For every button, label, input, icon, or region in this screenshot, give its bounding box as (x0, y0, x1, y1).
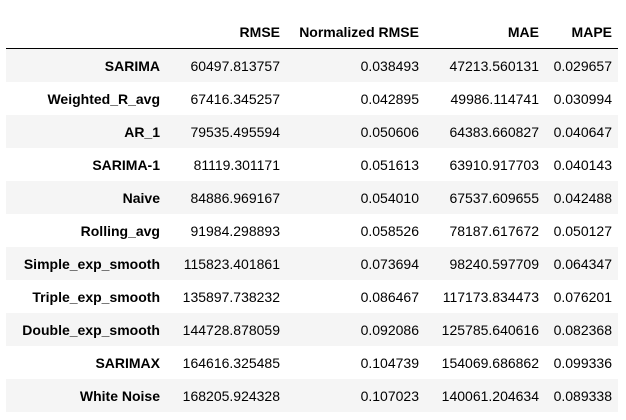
cell-normalized-rmse: 0.051613 (360, 156, 419, 173)
table-row: SARIMAX 164616.325485 0.104739 154069.68… (6, 346, 618, 379)
cell-mae: 49986.114741 (450, 90, 540, 107)
cell-normalized-rmse: 0.073694 (360, 255, 419, 272)
cell-normalized-rmse: 0.086467 (360, 288, 419, 305)
table-row: SARIMA 60497.813757 0.038493 47213.56013… (6, 48, 618, 82)
cell-rmse: 60497.813757 (190, 57, 280, 74)
cell-rmse: 164616.325485 (182, 354, 280, 371)
cell-rmse: 168205.924328 (182, 387, 280, 404)
cell-mae: 78187.617672 (449, 222, 539, 239)
table-body: SARIMA 60497.813757 0.038493 47213.56013… (6, 48, 618, 412)
header-mae: MAE (425, 15, 545, 49)
cell-rmse: 81119.301171 (193, 156, 280, 173)
cell-mae: 154069.686862 (441, 354, 539, 371)
cell-normalized-rmse: 0.038493 (360, 57, 419, 74)
cell-normalized-rmse: 0.104739 (360, 354, 419, 371)
cell-mae: 63910.917703 (449, 156, 539, 173)
table-row: Rolling_avg 91984.298893 0.058526 78187.… (6, 214, 618, 247)
header-mape: MAPE (545, 15, 618, 49)
cell-mape: 0.050127 (553, 222, 612, 239)
cell-rmse: 115823.401861 (183, 255, 280, 272)
table-row: AR_1 79535.495594 0.050606 64383.660827 … (6, 115, 618, 148)
cell-rmse: 79535.495594 (190, 123, 280, 140)
header-rmse: RMSE (166, 15, 286, 49)
cell-mape: 0.089338 (553, 387, 612, 404)
table-row: Weighted_R_avg 67416.345257 0.042895 499… (6, 82, 618, 115)
row-label: SARIMAX (95, 354, 160, 371)
cell-mape: 0.076201 (553, 288, 612, 305)
cell-mape: 0.082368 (553, 321, 612, 338)
cell-rmse: 84886.969167 (190, 189, 280, 206)
row-label: Simple_exp_smooth (23, 255, 160, 272)
cell-mape: 0.030994 (553, 90, 612, 107)
row-label: AR_1 (124, 123, 160, 140)
header-index (6, 15, 166, 49)
table-header: RMSE Normalized RMSE MAE MAPE (6, 15, 618, 49)
cell-mae: 125785.640616 (441, 321, 539, 338)
table-row: Triple_exp_smooth 135897.738232 0.086467… (6, 280, 618, 313)
cell-rmse: 91984.298893 (190, 222, 280, 239)
row-label: SARIMA-1 (92, 156, 160, 173)
cell-mae: 67537.609655 (449, 189, 539, 206)
cell-normalized-rmse: 0.042895 (360, 90, 419, 107)
cell-normalized-rmse: 0.092086 (360, 321, 419, 338)
row-label: Rolling_avg (80, 222, 160, 239)
header-row: RMSE Normalized RMSE MAE MAPE (6, 15, 618, 49)
table-row: Simple_exp_smooth 115823.401861 0.073694… (6, 247, 618, 280)
cell-mae: 117173.834473 (442, 288, 539, 305)
cell-rmse: 67416.345257 (190, 90, 280, 107)
row-label: Weighted_R_avg (47, 90, 160, 107)
cell-mape: 0.042488 (553, 189, 612, 206)
cell-normalized-rmse: 0.050606 (360, 123, 419, 140)
cell-mape: 0.040647 (553, 123, 612, 140)
cell-mape: 0.099336 (553, 354, 612, 371)
table-row: White Noise 168205.924328 0.107023 14006… (6, 379, 618, 412)
table-row: SARIMA-1 81119.301171 0.051613 63910.917… (6, 148, 618, 181)
table-row: Double_exp_smooth 144728.878059 0.092086… (6, 313, 618, 346)
cell-rmse: 135897.738232 (182, 288, 280, 305)
row-label: Triple_exp_smooth (32, 288, 160, 305)
table-row: Naive 84886.969167 0.054010 67537.609655… (6, 181, 618, 214)
cell-mae: 64383.660827 (449, 123, 539, 140)
cell-rmse: 144728.878059 (182, 321, 280, 338)
metrics-table: RMSE Normalized RMSE MAE MAPE SARIMA 604… (6, 15, 618, 412)
cell-mape: 0.029657 (553, 57, 612, 74)
cell-normalized-rmse: 0.058526 (360, 222, 419, 239)
cell-normalized-rmse: 0.107023 (360, 387, 419, 404)
cell-normalized-rmse: 0.054010 (360, 189, 419, 206)
row-label: Double_exp_smooth (22, 321, 160, 338)
header-normalized-rmse: Normalized RMSE (286, 15, 425, 49)
cell-mape: 0.064347 (553, 255, 612, 272)
cell-mae: 98240.597709 (449, 255, 539, 272)
cell-mae: 140061.204634 (441, 387, 539, 404)
row-label: White Noise (79, 387, 160, 404)
cell-mape: 0.040143 (553, 156, 612, 173)
row-label: SARIMA (104, 57, 160, 74)
row-label: Naive (122, 189, 160, 206)
cell-mae: 47213.560131 (449, 57, 539, 74)
